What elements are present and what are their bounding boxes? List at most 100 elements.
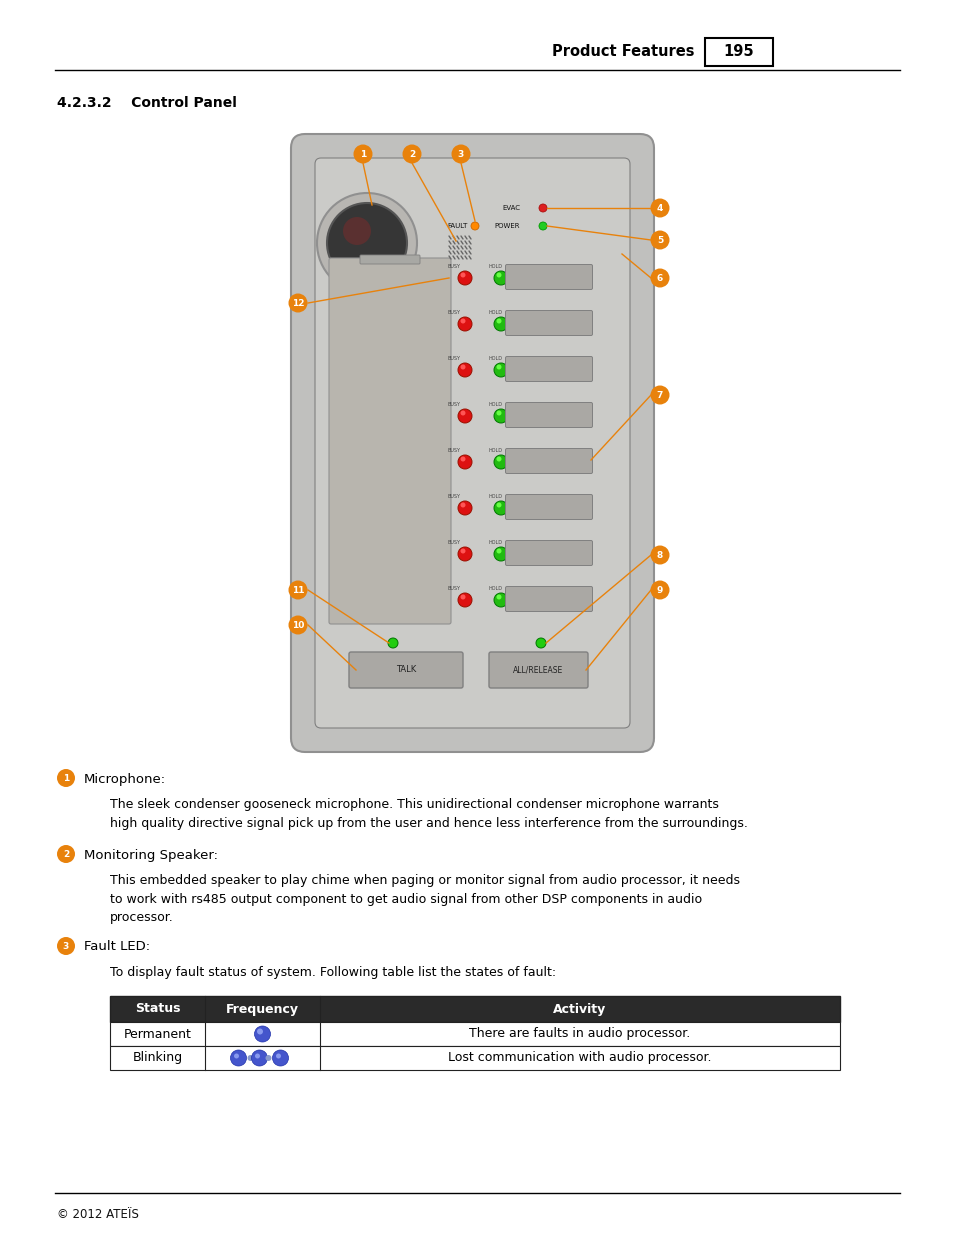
Text: FAULT: FAULT xyxy=(447,224,468,228)
Text: Microphone:: Microphone: xyxy=(84,773,166,785)
Circle shape xyxy=(650,385,669,405)
Circle shape xyxy=(57,937,75,955)
Circle shape xyxy=(650,580,669,599)
Text: Activity: Activity xyxy=(553,1003,606,1015)
Text: BUSY: BUSY xyxy=(448,494,460,499)
Circle shape xyxy=(538,204,546,212)
Bar xyxy=(110,1046,840,1070)
FancyBboxPatch shape xyxy=(505,310,592,336)
Text: 3: 3 xyxy=(63,942,69,951)
Circle shape xyxy=(650,199,669,217)
Text: 2: 2 xyxy=(63,850,69,860)
Circle shape xyxy=(457,270,472,285)
Circle shape xyxy=(457,593,472,606)
Circle shape xyxy=(388,638,397,648)
Text: BUSY: BUSY xyxy=(448,585,460,590)
Circle shape xyxy=(460,548,465,553)
Circle shape xyxy=(288,294,307,312)
Circle shape xyxy=(460,503,465,508)
FancyBboxPatch shape xyxy=(505,494,592,520)
Circle shape xyxy=(247,1055,253,1061)
Circle shape xyxy=(496,364,501,369)
Text: BUSY: BUSY xyxy=(448,447,460,452)
Text: Frequency: Frequency xyxy=(226,1003,298,1015)
Circle shape xyxy=(451,144,470,163)
Text: 3: 3 xyxy=(457,149,464,159)
Text: ALL/RELEASE: ALL/RELEASE xyxy=(513,666,563,674)
Circle shape xyxy=(494,363,507,377)
Text: Lost communication with audio processor.: Lost communication with audio processor. xyxy=(448,1051,711,1065)
FancyBboxPatch shape xyxy=(314,158,629,727)
Text: 5: 5 xyxy=(657,236,662,245)
Text: HOLD: HOLD xyxy=(489,263,502,268)
Text: BUSY: BUSY xyxy=(448,401,460,406)
Text: 2: 2 xyxy=(409,149,415,159)
Circle shape xyxy=(254,1026,271,1042)
Text: TALK: TALK xyxy=(395,666,416,674)
Circle shape xyxy=(327,203,407,283)
Circle shape xyxy=(231,1050,246,1066)
Circle shape xyxy=(538,222,546,230)
Circle shape xyxy=(494,454,507,469)
Circle shape xyxy=(494,547,507,561)
Text: HOLD: HOLD xyxy=(489,585,502,590)
Circle shape xyxy=(457,501,472,515)
Text: 12: 12 xyxy=(292,299,304,308)
Circle shape xyxy=(460,594,465,599)
Circle shape xyxy=(494,409,507,424)
Text: The sleek condenser gooseneck microphone. This unidirectional condenser micropho: The sleek condenser gooseneck microphone… xyxy=(110,798,747,830)
Text: HOLD: HOLD xyxy=(489,494,502,499)
FancyBboxPatch shape xyxy=(329,258,451,624)
Circle shape xyxy=(460,319,465,324)
Circle shape xyxy=(496,594,501,599)
Circle shape xyxy=(460,457,465,462)
Circle shape xyxy=(650,268,669,288)
Circle shape xyxy=(57,845,75,863)
Text: 7: 7 xyxy=(656,391,662,400)
Circle shape xyxy=(496,548,501,553)
FancyBboxPatch shape xyxy=(505,264,592,289)
Text: Blinking: Blinking xyxy=(132,1051,182,1065)
Text: 11: 11 xyxy=(292,585,304,595)
FancyBboxPatch shape xyxy=(489,652,587,688)
Text: 8: 8 xyxy=(657,551,662,559)
Circle shape xyxy=(496,319,501,324)
Circle shape xyxy=(494,501,507,515)
Text: HOLD: HOLD xyxy=(489,401,502,406)
Text: POWER: POWER xyxy=(494,224,519,228)
Circle shape xyxy=(496,273,501,278)
Circle shape xyxy=(494,317,507,331)
Text: BUSY: BUSY xyxy=(448,356,460,361)
Circle shape xyxy=(273,1050,288,1066)
Circle shape xyxy=(496,503,501,508)
FancyBboxPatch shape xyxy=(505,448,592,473)
Circle shape xyxy=(252,1050,267,1066)
Circle shape xyxy=(460,364,465,369)
Text: This embedded speaker to play chime when paging or monitor signal from audio pro: This embedded speaker to play chime when… xyxy=(110,874,740,924)
Text: 195: 195 xyxy=(723,44,754,59)
Bar xyxy=(110,1023,840,1046)
Text: Monitoring Speaker:: Monitoring Speaker: xyxy=(84,848,218,862)
Bar xyxy=(110,995,840,1023)
Circle shape xyxy=(402,144,421,163)
Circle shape xyxy=(650,546,669,564)
Text: Product Features: Product Features xyxy=(552,44,695,59)
Circle shape xyxy=(457,409,472,424)
Circle shape xyxy=(265,1055,272,1061)
Circle shape xyxy=(494,593,507,606)
Text: 1: 1 xyxy=(359,149,366,159)
Circle shape xyxy=(494,270,507,285)
Circle shape xyxy=(354,144,372,163)
Circle shape xyxy=(457,317,472,331)
Text: © 2012 ATEÏS: © 2012 ATEÏS xyxy=(57,1209,139,1221)
Bar xyxy=(704,38,772,65)
FancyBboxPatch shape xyxy=(505,403,592,427)
FancyBboxPatch shape xyxy=(505,587,592,611)
Text: EVAC: EVAC xyxy=(501,205,519,211)
Text: Status: Status xyxy=(134,1003,180,1015)
Text: HOLD: HOLD xyxy=(489,356,502,361)
Circle shape xyxy=(254,1053,260,1058)
Text: 4: 4 xyxy=(656,204,662,212)
Text: 6: 6 xyxy=(657,274,662,283)
Text: Permanent: Permanent xyxy=(124,1028,192,1041)
